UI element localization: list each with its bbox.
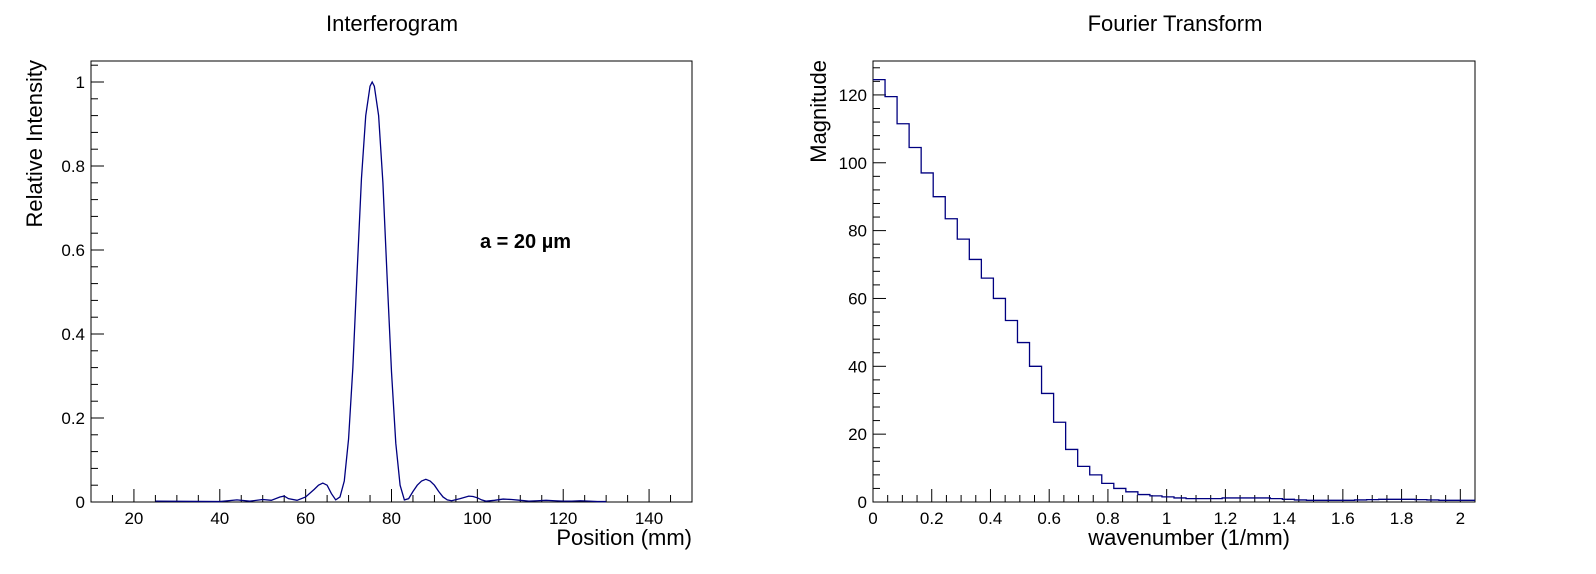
fourier-y-tick-label: 0: [858, 493, 867, 512]
fourier-histogram-bin: [873, 80, 885, 502]
interferogram-y-tick-label: 0: [76, 493, 85, 512]
fourier-histogram-bin: [957, 239, 969, 502]
fourier-histogram-bin: [1090, 475, 1102, 502]
fourier-y-tick-label: 80: [848, 222, 867, 241]
interferogram-x-tick-label: 80: [382, 509, 401, 528]
fourier-histogram-bin: [1066, 449, 1078, 502]
fourier-y-tick-label: 120: [839, 86, 867, 105]
interferogram-y-tick-label: 0.8: [61, 157, 85, 176]
interferogram-title: Interferogram: [326, 11, 458, 36]
fourier-histogram-bin: [1017, 343, 1029, 502]
interferogram-x-tick-label: 120: [549, 509, 577, 528]
fourier-histogram-bin: [993, 298, 1005, 502]
interferogram-y-tick-label: 0.6: [61, 241, 85, 260]
interferogram-y-axis-label: Relative Intensity: [22, 60, 47, 228]
fourier-histogram-bin: [1138, 495, 1150, 502]
fourier-histogram-bin: [1030, 366, 1042, 502]
interferogram-plot-frame: [90, 60, 693, 503]
fourier-histogram-bin: [981, 278, 993, 502]
fourier-transform-panel: Fourier Transform wavenumber (1/mm) Magn…: [806, 11, 1476, 550]
interferogram-x-tick-label: 40: [210, 509, 229, 528]
fourier-histogram-outline: [873, 79, 1475, 501]
fourier-histogram-bin: [933, 197, 945, 502]
fourier-histogram-bin: [1126, 492, 1138, 502]
fourier-histogram-bin: [1005, 321, 1017, 502]
fourier-x-tick-label: 0.2: [920, 509, 944, 528]
fourier-histogram-bin: [1078, 466, 1090, 502]
fourier-histogram-bin: [1042, 393, 1054, 502]
interferogram-y-tick-label: 1: [76, 73, 85, 92]
fourier-y-tick-label: 100: [839, 154, 867, 173]
interferogram-series-line: [155, 80, 607, 503]
fourier-histogram-bin: [885, 97, 897, 502]
fourier-x-tick-label: 1.8: [1390, 509, 1414, 528]
fourier-histogram-bin: [945, 219, 957, 502]
fourier-x-axis-label: wavenumber (1/mm): [1087, 525, 1290, 550]
fourier-x-tick-label: 1.6: [1331, 509, 1355, 528]
fourier-histogram-bin: [909, 148, 921, 502]
fourier-y-tick-label: 40: [848, 357, 867, 376]
fourier-histogram-bin: [921, 173, 933, 502]
interferogram-x-tick-label: 20: [124, 509, 143, 528]
interferogram-annotation: a = 20 µm: [480, 231, 571, 253]
fourier-title: Fourier Transform: [1088, 11, 1263, 36]
fourier-histogram-bin: [1162, 497, 1174, 502]
interferogram-y-tick-label: 0.4: [61, 325, 85, 344]
fourier-x-tick-label: 0.8: [1096, 509, 1120, 528]
fourier-x-tick-label: 0.6: [1037, 509, 1061, 528]
fourier-histogram-bin: [1102, 483, 1114, 502]
interferogram-x-tick-label: 140: [635, 509, 663, 528]
fourier-y-tick-label: 60: [848, 289, 867, 308]
fourier-plot-frame: [872, 60, 1476, 503]
fourier-histogram-bin: [969, 259, 981, 502]
interferogram-x-axis-label: Position (mm): [556, 525, 692, 550]
fourier-x-tick-label: 0.4: [979, 509, 1003, 528]
fourier-x-tick-label: 0: [868, 509, 877, 528]
fourier-x-tick-label: 1.2: [1214, 509, 1238, 528]
interferogram-x-tick-label: 60: [296, 509, 315, 528]
fourier-x-tick-label: 2: [1456, 509, 1465, 528]
fourier-x-tick-label: 1: [1162, 509, 1171, 528]
fourier-histogram-bin: [1150, 496, 1162, 502]
fourier-histogram-bin: [1054, 422, 1066, 502]
interferogram-x-tick-label: 100: [463, 509, 491, 528]
fourier-y-axis-label: Magnitude: [806, 60, 831, 163]
fourier-y-tick-label: 20: [848, 425, 867, 444]
fourier-histogram-bin: [1114, 488, 1126, 502]
fourier-histogram-bin: [897, 124, 909, 502]
fourier-x-tick-label: 1.4: [1272, 509, 1296, 528]
interferogram-panel: Interferogram Position (mm) Relative Int…: [22, 11, 693, 550]
interferogram-y-tick-label: 0.2: [61, 409, 85, 428]
